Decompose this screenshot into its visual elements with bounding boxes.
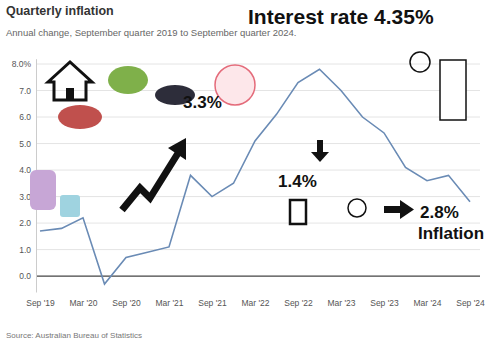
y-tick: 8.0% [12, 59, 36, 69]
x-tick: Sep '21 [198, 292, 227, 308]
food-icon [108, 66, 148, 94]
x-tick-label: Sep '24 [456, 298, 485, 308]
annotation: Inflation [418, 224, 484, 243]
x-tick-label: Mar '24 [413, 298, 441, 308]
title: Quarterly inflation [6, 4, 114, 18]
house-icon [48, 62, 92, 100]
grid-line [36, 249, 480, 250]
annotation: 1.4% [278, 172, 317, 191]
x-tick: Sep '19 [26, 292, 55, 308]
source: Source: Australian Bureau of Statistics [6, 331, 142, 340]
grid-line [36, 143, 480, 144]
grid-line [36, 170, 480, 171]
suitcase-icon [60, 195, 80, 217]
grid-line [36, 196, 480, 197]
x-tick: Mar '23 [327, 292, 355, 308]
up-arrow [122, 150, 180, 210]
x-tick-label: Sep '19 [26, 298, 55, 308]
x-tick-label: Mar '22 [241, 298, 269, 308]
grid-line [36, 117, 480, 118]
x-tick: Sep '23 [370, 292, 399, 308]
x-tick-label: Sep '23 [370, 298, 399, 308]
annotation: 2.8% [420, 203, 459, 222]
y-tick: 0.0 [19, 271, 36, 281]
decorations [30, 52, 466, 224]
y-tick-label: 4.0 [19, 165, 31, 175]
annotation: 3.3% [183, 93, 222, 112]
x-tick-label: Mar '20 [69, 298, 97, 308]
y-tick-label: 0.0 [19, 271, 31, 281]
y-tick-label: 2.0 [19, 218, 31, 228]
y-tick-label: 6.0 [19, 112, 31, 122]
grid-line [36, 64, 480, 65]
x-tick: Mar '24 [413, 292, 441, 308]
x-tick: Mar '20 [69, 292, 97, 308]
x-tick-label: Sep '22 [284, 298, 313, 308]
x-tick: Mar '22 [241, 292, 269, 308]
x-axis: Sep '19 Mar '20 Sep '20 Mar '21 Sep '21 Mar '… [26, 292, 485, 308]
y-tick-label: 5.0 [19, 139, 31, 149]
right-arrow-head [400, 200, 414, 219]
annotation: Interest rate 4.35% [248, 5, 434, 28]
x-tick-label: Sep '20 [112, 298, 141, 308]
inflation-line [40, 69, 470, 284]
grid [36, 64, 480, 276]
meat-icon [58, 105, 102, 129]
bill-icon [440, 60, 466, 120]
y-tick: 2.0 [19, 218, 36, 228]
down-arrow [317, 140, 323, 152]
y-tick-label: 7.0 [19, 86, 31, 96]
plot-area [40, 69, 470, 284]
y-tick-label: 3.0 [19, 192, 31, 202]
chart: Quarterly inflation Annual change, Septem… [0, 0, 500, 354]
bill-man-head [410, 52, 430, 72]
down-arrow-head [311, 152, 329, 162]
fuel-icon [290, 200, 306, 224]
y-tick: 1.0 [19, 245, 36, 255]
x-tick-label: Mar '21 [155, 298, 183, 308]
y-tick: 7.0 [19, 86, 36, 96]
y-tick: 6.0 [19, 112, 36, 122]
bulb-icon [348, 199, 366, 217]
subtitle: Annual change, September quarter 2019 to… [6, 27, 296, 38]
x-tick-label: Sep '21 [198, 298, 227, 308]
x-tick: Sep '20 [112, 292, 141, 308]
house-door [66, 88, 74, 100]
x-tick: Sep '24 [456, 292, 485, 308]
x-tick-label: Mar '23 [327, 298, 355, 308]
traveller-icon [30, 170, 56, 210]
x-tick: Mar '21 [155, 292, 183, 308]
grid-line [36, 90, 480, 91]
y-tick: 5.0 [19, 139, 36, 149]
y-tick-label: 1.0 [19, 245, 31, 255]
y-tick-label: 8.0% [12, 59, 32, 69]
right-arrow [384, 206, 402, 213]
up-arrow-head [168, 138, 186, 160]
x-tick: Sep '22 [284, 292, 313, 308]
grid-line [36, 223, 480, 224]
